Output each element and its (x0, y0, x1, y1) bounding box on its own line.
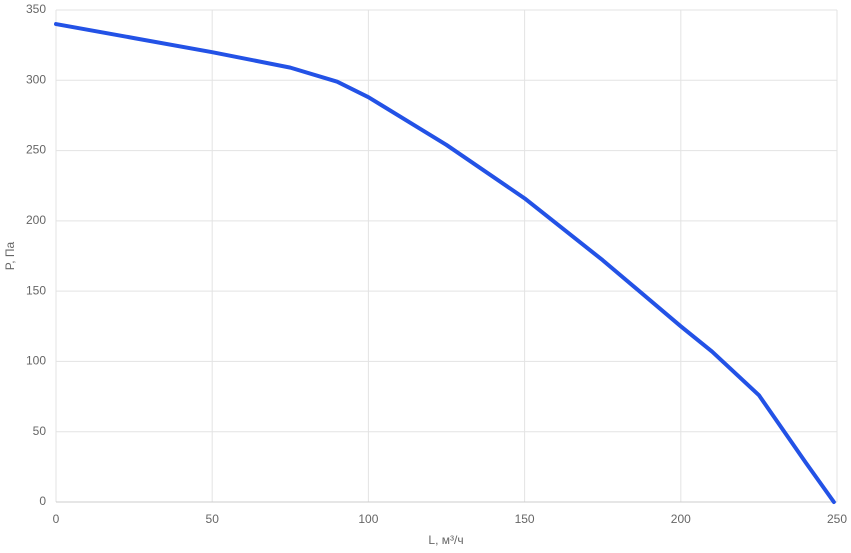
x-tick-label: 100 (358, 512, 378, 526)
x-axis-label: L, м³/ч (428, 533, 463, 547)
x-tick-label: 50 (206, 512, 220, 526)
y-tick-label: 50 (33, 424, 47, 438)
y-tick-label: 350 (26, 2, 46, 16)
y-tick-label: 100 (26, 354, 46, 368)
x-tick-label: 200 (671, 512, 691, 526)
y-axis-label: P, Па (3, 241, 17, 270)
y-tick-label: 250 (26, 143, 46, 157)
data-line (54, 22, 836, 504)
y-tick-label: 150 (26, 283, 46, 297)
y-tick-label: 200 (26, 213, 46, 227)
x-tick-label: 250 (827, 512, 847, 526)
x-tick-label: 0 (53, 512, 60, 526)
x-tick-label: 150 (515, 512, 535, 526)
y-tick-label: 300 (26, 72, 46, 86)
y-tick-label: 0 (39, 494, 46, 508)
